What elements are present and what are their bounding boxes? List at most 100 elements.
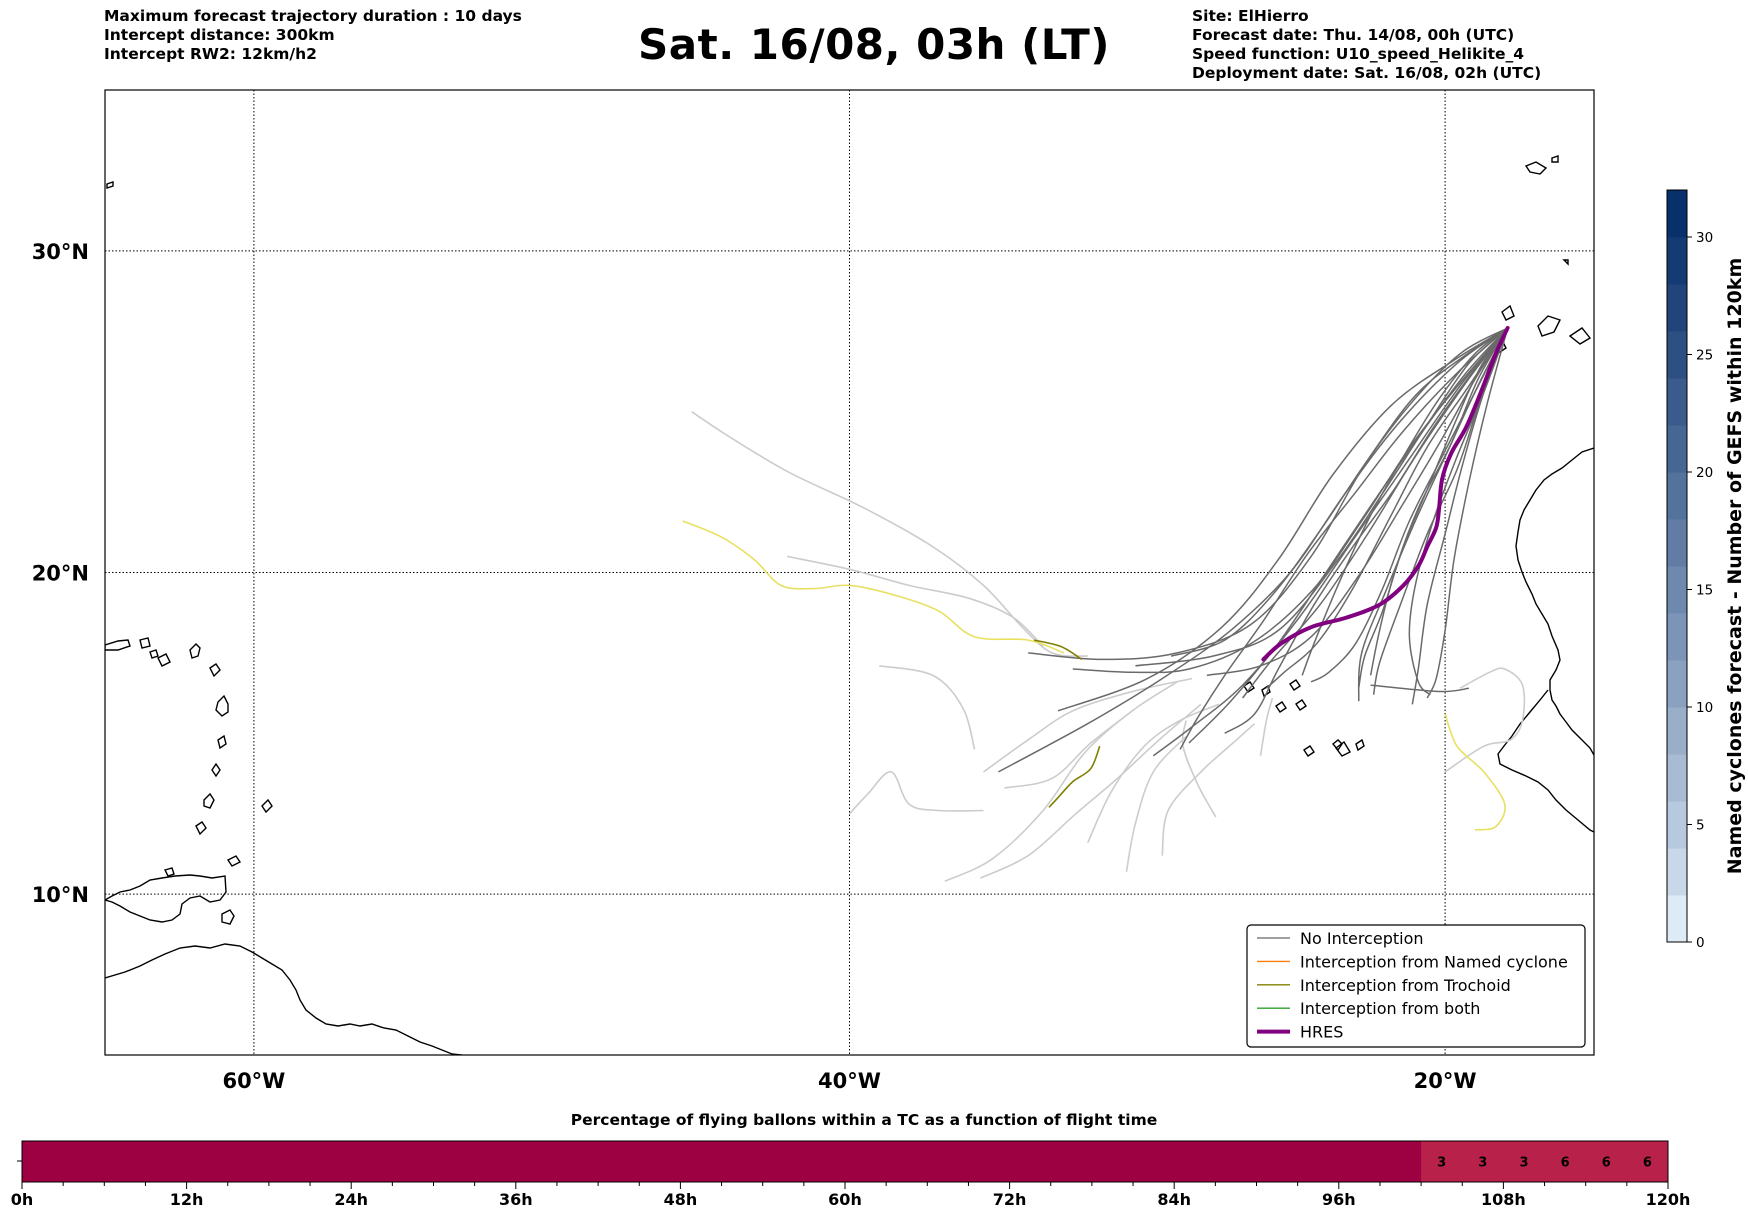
lesser-antilles-10 (157, 653, 171, 667)
azores-island (1524, 161, 1548, 175)
colorbar-cell (1667, 378, 1687, 426)
site-label: Site: ElHierro (1192, 7, 1309, 25)
no-interception-trajectory-line (1301, 327, 1509, 676)
faded-trajectory-line (1004, 710, 1133, 789)
colorbar-cell (1667, 425, 1687, 473)
colorbar: 0 5 10 15 20 25 30 Named cyclones forecast - N… (1666, 189, 1746, 951)
colorbar-tick-label: 0 (1696, 935, 1705, 951)
colorbar-cell (1667, 519, 1687, 567)
venezuela-coast (105, 874, 227, 923)
colorbar-tick-label: 15 (1696, 583, 1713, 599)
time-bar-cell-label: 6 (1643, 1156, 1652, 1171)
time-bar: Percentage of flying ballons within a TC… (11, 1111, 1691, 1209)
faded-trajectory-line (1181, 720, 1217, 818)
time-bar-tick-label: 12h (170, 1190, 204, 1209)
chart-title: Sat. 16/08, 03h (LT) (638, 20, 1110, 69)
lesser-antilles-8 (226, 855, 242, 867)
no-interception-trajectory-line (1057, 327, 1508, 712)
faded-trajectory-line (848, 771, 984, 815)
trajectory-tracks (682, 326, 1526, 883)
canary-island-1 (1501, 304, 1515, 321)
colorbar-cell (1667, 707, 1687, 755)
colorbar-cell (1667, 331, 1687, 379)
time-bar-tick-label: 120h (1646, 1190, 1691, 1209)
faded-trajectory-line (1161, 723, 1256, 856)
faded-trajectory-line (691, 411, 1088, 657)
colorbar-tick-label: 30 (1696, 230, 1713, 246)
time-bar-tick-label: 36h (499, 1190, 533, 1209)
legend-label: Interception from both (1300, 999, 1480, 1018)
cape-verde-4 (1355, 738, 1365, 752)
x-tick-label: 60°W (222, 1069, 285, 1093)
no-interception-trajectory-line (1408, 327, 1509, 696)
legend-box (1246, 924, 1586, 1048)
map-axis-labels: 60°W 40°W 20°W 10°N 20°N 30°N (32, 240, 1477, 1093)
faded-trajectory-line (786, 555, 1044, 648)
x-tick-label: 20°W (1414, 1069, 1477, 1093)
time-bar-tick-label: 60h (828, 1190, 862, 1209)
cape-verde-8 (1243, 681, 1255, 693)
no-interception-trajectory-line (1179, 327, 1509, 750)
time-bar-tick-label: 108h (1481, 1190, 1526, 1209)
y-tick-label: 10°N (32, 883, 89, 907)
colorbar-tick-label: 10 (1696, 700, 1713, 716)
cape-verde-6 (1275, 701, 1287, 713)
trinidad-island (221, 909, 235, 925)
no-interception-trajectory-line (1369, 327, 1509, 676)
time-bar-tick-label: 84h (1157, 1190, 1191, 1209)
time-bar-title: Percentage of flying ballons within a TC… (571, 1111, 1158, 1129)
time-bar-cell (22, 1141, 1422, 1182)
lesser-antilles-5 (211, 762, 221, 778)
bermuda-island (1562, 259, 1569, 266)
legend-label: Interception from Named cyclone (1300, 952, 1568, 971)
faded-trajectory-line (1259, 697, 1274, 756)
lesser-antilles-3 (215, 694, 229, 717)
time-bar-cell-label: 3 (1478, 1156, 1487, 1171)
lesser-antilles-7 (195, 821, 207, 836)
colorbar-cell (1667, 848, 1687, 896)
colorbar-cell (1667, 237, 1687, 285)
time-bar-tick-label: 48h (664, 1190, 698, 1209)
lesser-antilles-11 (139, 637, 151, 649)
time-bar-cell (1544, 1141, 1587, 1182)
no-interception-trajectory-line (1357, 327, 1509, 689)
colorbar-cell (1667, 801, 1687, 849)
forecast-date-label: Forecast date: Thu. 14/08, 00h (UTC) (1192, 26, 1515, 44)
colorbar-frame (1666, 189, 1688, 943)
colorbar-cell (1667, 754, 1687, 802)
faded-trajectory-line (1125, 736, 1187, 872)
speed-function-label: Speed function: U10_speed_Helikite_4 (1192, 45, 1525, 63)
colorbar-cell (1667, 284, 1687, 332)
hres-trajectory-line (1261, 326, 1510, 662)
time-bar-cell-label: 3 (1437, 1156, 1446, 1171)
x-tick-label: 40°W (818, 1069, 881, 1093)
no-interception-trajectory-line (1242, 327, 1509, 699)
canary-island-2 (1537, 315, 1561, 337)
intercept-rw2-label: Intercept RW2: 12km/h2 (104, 45, 317, 63)
colorbar-cell (1667, 895, 1687, 943)
cape-verde-2 (1303, 745, 1315, 757)
deployment-date-label: Deployment date: Sat. 16/08, 02h (UTC) (1192, 64, 1542, 82)
time-bar-cell-label: 3 (1519, 1156, 1528, 1171)
legend-label: HRES (1300, 1023, 1343, 1042)
intercept-distance-label: Intercept distance: 300km (104, 26, 335, 44)
time-bar-tick-label: 0h (11, 1190, 34, 1209)
map-frame (104, 89, 1595, 1056)
legend-label: Interception from Trochoid (1300, 976, 1511, 995)
colorbar-cell (1667, 472, 1687, 520)
faded-trajectory-line (1086, 703, 1220, 844)
no-interception-trajectory-line (1170, 327, 1509, 657)
lesser-antilles-9 (261, 798, 273, 814)
lesser-antilles-4 (217, 734, 227, 750)
cape-verde-5 (1289, 679, 1301, 691)
faded-trajectory-line (879, 665, 976, 750)
madeira-island (1551, 155, 1559, 163)
trochoid-interception-trajectory-line (1033, 639, 1083, 661)
faded-trajectory-line (983, 677, 1193, 773)
faded-trochoid-trajectory-line (682, 520, 1065, 654)
time-bar-cell-label: 6 (1602, 1156, 1611, 1171)
no-interception-trajectory-line (1152, 327, 1509, 757)
no-interception-trajectory-line (1188, 327, 1509, 744)
africa-coast (1515, 447, 1594, 756)
